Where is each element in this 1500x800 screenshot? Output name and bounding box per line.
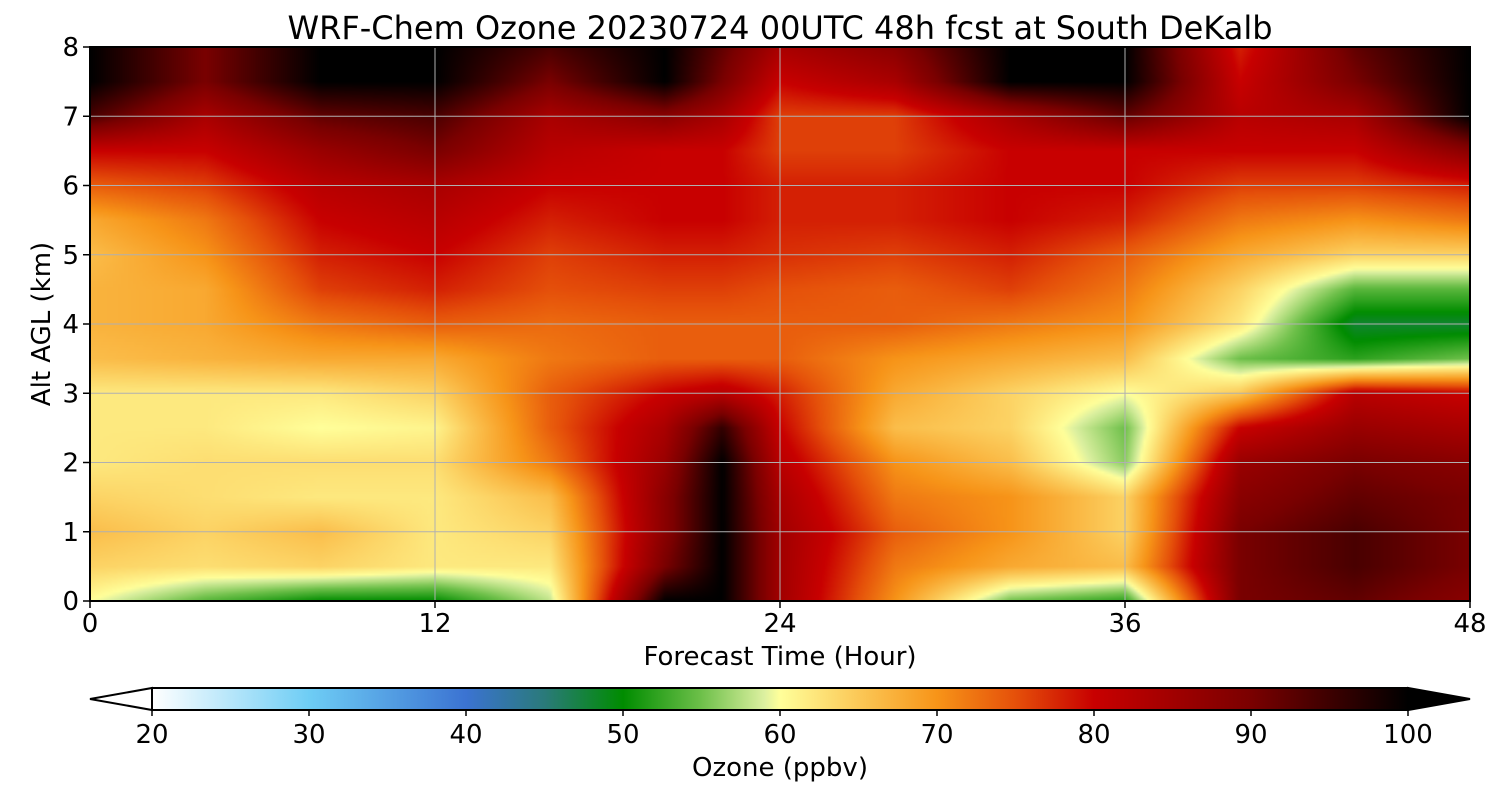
x-tick-label: 48: [1453, 609, 1486, 639]
colorbar-tick-label: 20: [135, 720, 168, 750]
x-axis-label: Forecast Time (Hour): [643, 642, 916, 672]
y-tick-label: 5: [62, 241, 79, 271]
colorbar-body: [151, 687, 1409, 711]
y-axis-label: Alt AGL (km): [27, 242, 57, 406]
y-tick-label: 3: [62, 379, 79, 409]
colorbar-label: Ozone (ppbv): [692, 753, 868, 783]
chart-title: WRF-Chem Ozone 20230724 00UTC 48h fcst a…: [287, 9, 1272, 47]
y-tick-label: 7: [62, 102, 79, 132]
colorbar-ticks: 20 30 40 50 60 70 80 90 100: [135, 710, 1433, 750]
x-tick-label: 12: [418, 609, 451, 639]
y-tick-label: 2: [62, 449, 79, 479]
y-tick-label: 1: [62, 518, 79, 548]
y-tick-label: 8: [62, 33, 79, 63]
colorbar-tick-label: 70: [920, 720, 953, 750]
colorbar-tick-label: 30: [292, 720, 325, 750]
y-tick-label: 0: [62, 587, 79, 617]
y-axis-ticks: 0 1 2 3 4 5 6 7 8: [62, 33, 90, 617]
colorbar-tick-label: 40: [449, 720, 482, 750]
colorbar-extend-high: [1407, 686, 1471, 712]
colorbar-tick-label: 90: [1234, 720, 1267, 750]
colorbar-tick-label: 50: [606, 720, 639, 750]
colorbar-tick-label: 60: [763, 720, 796, 750]
x-tick-label: 0: [82, 609, 99, 639]
x-tick-label: 24: [763, 609, 796, 639]
x-axis-ticks: 0 12 24 36 48: [82, 601, 1487, 639]
x-tick-label: 36: [1108, 609, 1141, 639]
y-tick-label: 4: [62, 310, 79, 340]
colorbar: 20 30 40 50 60 70 80 90 100 Ozone (ppbv): [89, 686, 1471, 783]
colorbar-tick-label: 80: [1077, 720, 1110, 750]
y-tick-label: 6: [62, 172, 79, 202]
colorbar-tick-label: 100: [1383, 720, 1433, 750]
colorbar-extend-low: [89, 686, 153, 712]
